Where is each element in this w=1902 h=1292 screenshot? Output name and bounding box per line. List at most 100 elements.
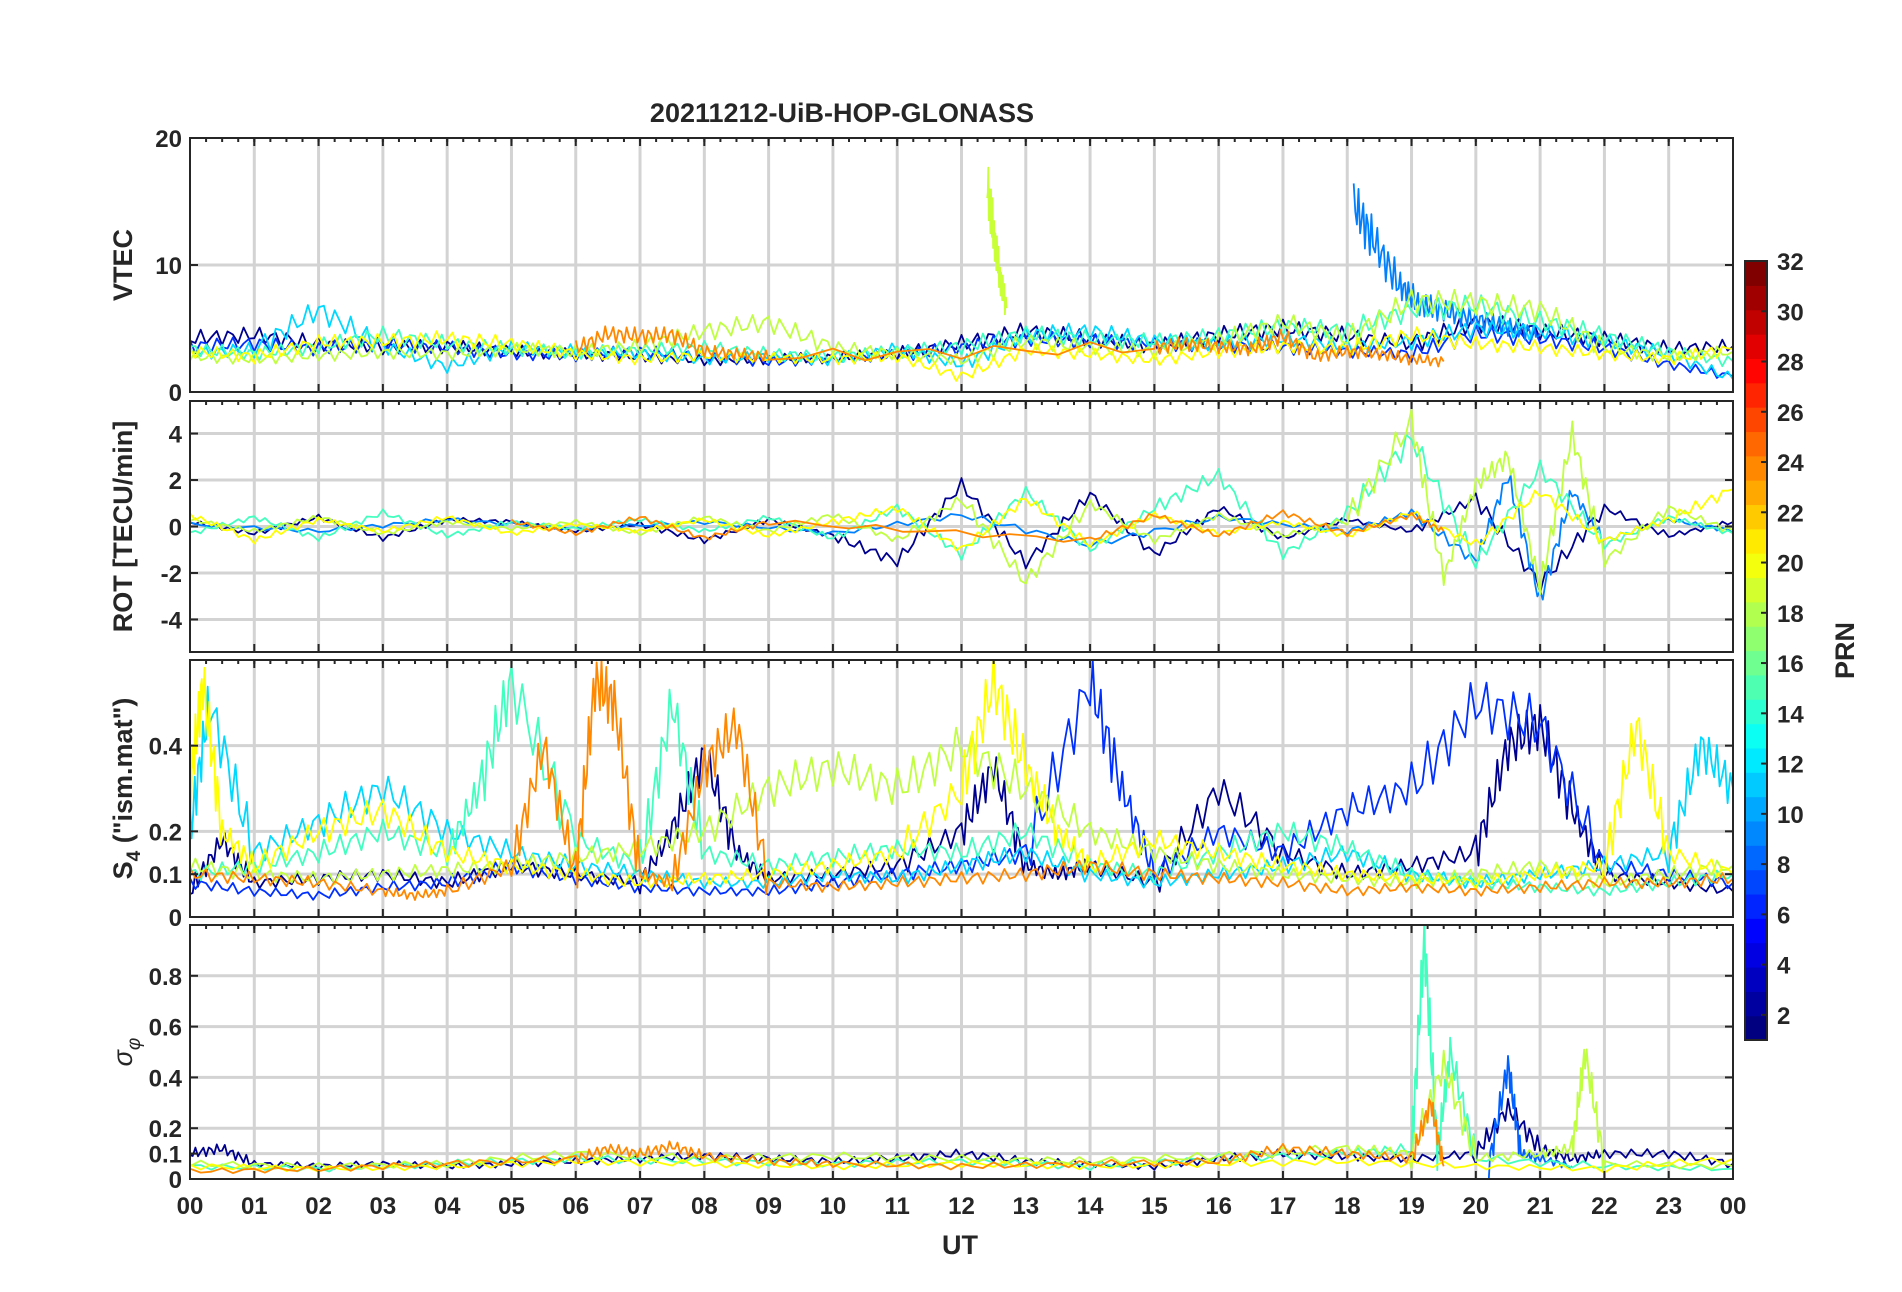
series-prn-17 xyxy=(986,166,1008,316)
series-prn-2 xyxy=(190,704,1733,895)
series-prn-20 xyxy=(190,326,1733,382)
series-prn-23 xyxy=(574,325,1445,368)
colorbar-tick-label: 10 xyxy=(1777,802,1804,829)
x-tick-label: 03 xyxy=(370,1193,397,1220)
series-prn-18 xyxy=(190,288,1733,366)
y-tick-label: 0 xyxy=(169,380,182,407)
series-prn-2 xyxy=(190,1097,1733,1171)
y-label-main: σ xyxy=(108,1048,138,1066)
x-tick-label: 22 xyxy=(1591,1193,1618,1220)
colorbar-tick-label: 24 xyxy=(1777,450,1804,477)
y-tick-label: 20 xyxy=(155,126,182,153)
colorbar-step xyxy=(1745,334,1767,359)
x-tick-label: 12 xyxy=(948,1193,975,1220)
colorbar-label: PRN xyxy=(1830,622,1860,679)
series-prn-23 xyxy=(190,1098,1445,1174)
series-prn-18 xyxy=(190,408,1733,596)
colorbar-step xyxy=(1745,918,1767,944)
y-tick-label: 0 xyxy=(169,515,182,542)
x-tick-label: 07 xyxy=(627,1193,654,1220)
colorbar-step xyxy=(1745,528,1767,554)
y-axis-label: σφ xyxy=(108,1038,145,1067)
series-group xyxy=(190,166,1733,382)
x-tick-label: 04 xyxy=(434,1193,461,1220)
y-tick-label: 0.1 xyxy=(149,1142,182,1169)
x-tick-label: 10 xyxy=(820,1193,847,1220)
y-tick-label: 0.4 xyxy=(149,734,183,761)
y-label-sub: φ xyxy=(124,1038,145,1050)
x-tick-label: 19 xyxy=(1398,1193,1425,1220)
colorbar-step xyxy=(1745,747,1767,773)
series-prn-12 xyxy=(190,304,1733,380)
colorbar-step xyxy=(1745,309,1767,335)
series-prn-18 xyxy=(190,1048,1733,1172)
series-prn-8 xyxy=(1352,183,1541,341)
panel-1: 0 10 20 VTEC xyxy=(108,126,1734,407)
colorbar-tick-label: 2 xyxy=(1777,1003,1790,1030)
colorbar-step xyxy=(1745,577,1767,603)
series-prn-8 xyxy=(190,474,1733,601)
colorbar-step xyxy=(1745,1015,1767,1041)
series-group xyxy=(190,925,1733,1179)
colorbar-step xyxy=(1745,820,1767,846)
x-axis: 00 01 02 03 04 05 06 07 08 09 10 11 12 13 14 15 16 17 18 19… xyxy=(177,1193,1747,1220)
y-axis-label: ROT [TECU/min] xyxy=(108,421,138,632)
y-axis-label: VTEC xyxy=(108,229,138,301)
x-tick-label: 08 xyxy=(691,1193,718,1220)
colorbar-step xyxy=(1745,601,1767,627)
colorbar-tick-label: 26 xyxy=(1777,400,1804,427)
x-tick-label: 02 xyxy=(305,1193,332,1220)
colorbar-step xyxy=(1745,699,1767,725)
series-prn-23 xyxy=(510,509,1445,543)
colorbar-tick-label: 6 xyxy=(1777,902,1790,929)
series-prn-18 xyxy=(190,726,1733,890)
colorbar-tick-label: 30 xyxy=(1777,299,1804,326)
x-tick-label: 20 xyxy=(1462,1193,1489,1220)
y-label-rest: ("ism.mat") xyxy=(108,698,138,851)
series-group xyxy=(190,408,1733,601)
colorbar-tick-label: 20 xyxy=(1777,551,1804,578)
colorbar-step xyxy=(1745,431,1767,457)
colorbar-tick-label: 32 xyxy=(1777,249,1804,276)
x-tick-label: 13 xyxy=(1012,1193,1039,1220)
colorbar-step xyxy=(1745,966,1767,992)
series-prn-5 xyxy=(190,660,1733,901)
series-prn-23 xyxy=(190,660,1733,901)
panel-3: 00.10.20.4S4 ("ism.mat") xyxy=(108,659,1734,932)
x-tick-label: 17 xyxy=(1270,1193,1297,1220)
colorbar-step xyxy=(1745,796,1767,822)
colorbar-step xyxy=(1745,893,1767,919)
y-tick-label: 0.8 xyxy=(149,964,182,991)
y-tick-label: 0.1 xyxy=(149,862,182,889)
x-tick-label: 18 xyxy=(1334,1193,1361,1220)
y-tick-label: 2 xyxy=(169,468,182,495)
colorbar-step xyxy=(1745,480,1767,506)
x-tick-label: 11 xyxy=(885,1193,910,1220)
y-tick-label: 0.4 xyxy=(149,1065,183,1092)
y-tick-label: 0.6 xyxy=(149,1015,182,1042)
colorbar-tick-label: 16 xyxy=(1777,651,1804,678)
colorbar-step xyxy=(1745,504,1767,530)
colorbar-step xyxy=(1745,869,1767,895)
colorbar-tick-label: 28 xyxy=(1777,350,1804,377)
x-axis-label: UT xyxy=(942,1230,978,1260)
colorbar-tick-label: 8 xyxy=(1777,852,1790,879)
panel-2: -4 -2 0 2 4 ROT [TECU/min] xyxy=(108,400,1734,653)
colorbar-frame xyxy=(1744,260,1768,1041)
x-tick-label: 06 xyxy=(562,1193,589,1220)
x-tick-label: 00 xyxy=(1720,1193,1747,1220)
colorbar-step xyxy=(1745,285,1767,311)
series-prn-20 xyxy=(190,488,1733,552)
colorbar-step xyxy=(1745,650,1767,676)
colorbar-step xyxy=(1745,261,1767,286)
x-tick-label: 09 xyxy=(755,1193,782,1220)
colorbar-step xyxy=(1745,382,1767,408)
colorbar-step xyxy=(1745,845,1767,871)
colorbar-step xyxy=(1745,553,1767,579)
y-axis-label: S4 ("ism.mat") xyxy=(108,698,145,880)
x-tick-label: 01 xyxy=(241,1193,268,1220)
y-tick-label: 0.2 xyxy=(149,1116,182,1143)
y-tick-label: 0 xyxy=(169,1167,182,1194)
